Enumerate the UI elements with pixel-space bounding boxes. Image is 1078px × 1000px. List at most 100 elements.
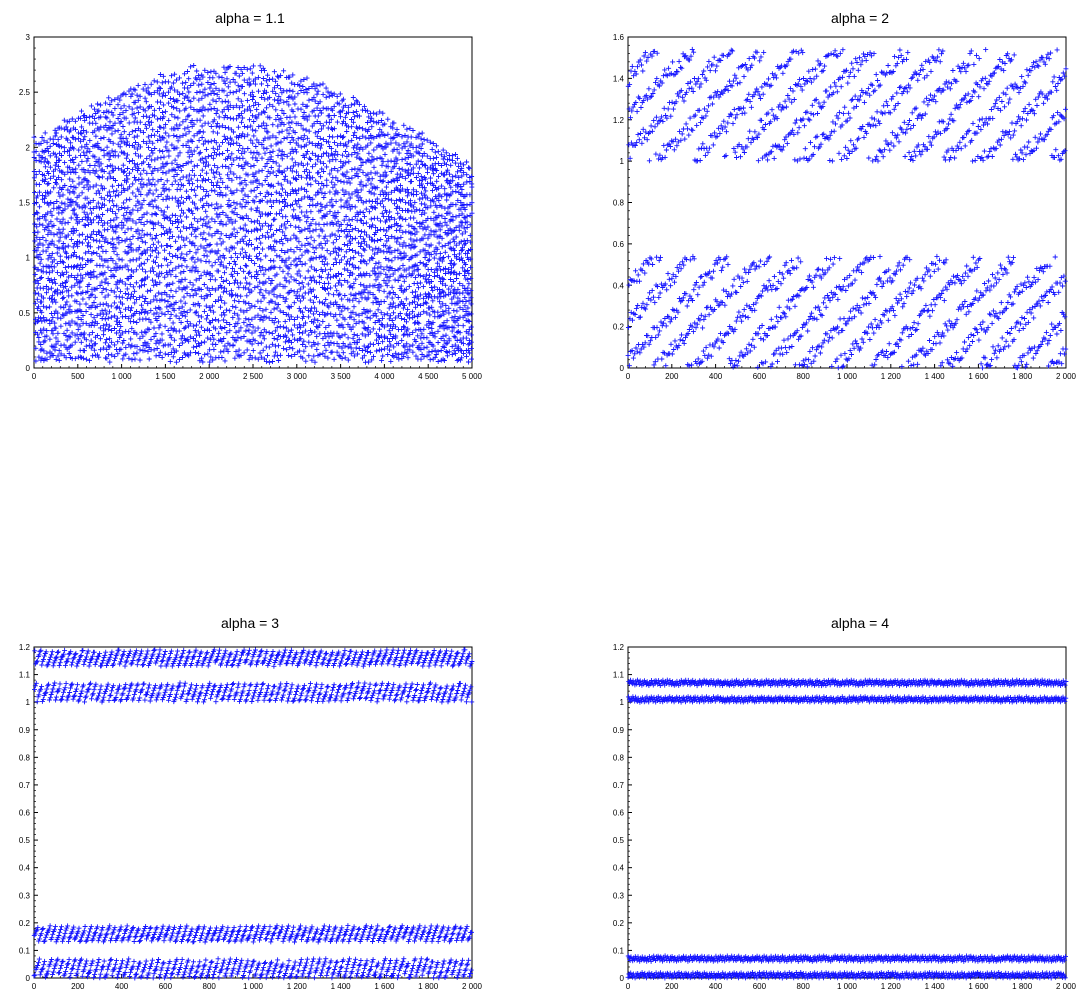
y-tick-label: 0 <box>620 364 625 373</box>
x-tick-label: 1 400 <box>331 982 352 991</box>
x-tick-label: 600 <box>159 982 173 991</box>
x-tick-label: 1 800 <box>1012 982 1033 991</box>
scatter-series-markers <box>625 677 1069 981</box>
x-tick-label: 1 000 <box>112 372 133 381</box>
x-tick-label: 2 000 <box>1056 982 1077 991</box>
y-tick-label: 1.6 <box>613 33 625 42</box>
x-tick-label: 400 <box>709 982 723 991</box>
y-tick-label: 0.2 <box>613 919 625 928</box>
y-tick-label: 0.4 <box>19 864 31 873</box>
x-axis: 0 500 1 000 1 500 2 000 2 500 3 000 3 500 4 000 4… <box>32 364 483 381</box>
y-tick-label: 1 <box>26 698 31 707</box>
x-tick-label: 0 <box>626 982 631 991</box>
x-tick-label: 1 600 <box>968 982 989 991</box>
x-tick-label: 200 <box>71 982 85 991</box>
x-axis: 0 200 400 600 800 1 000 1 200 1 400 1 600 1 800 2 … <box>32 974 483 991</box>
y-tick-label: 1 <box>620 157 625 166</box>
x-tick-label: 0 <box>32 982 37 991</box>
x-tick-label: 3 500 <box>331 372 352 381</box>
chart-panel-alpha-3: alpha = 3 0 200 400 600 800 1 000 1 200 1 400 1 … <box>0 605 540 1000</box>
x-tick-label: 1 400 <box>925 982 946 991</box>
y-axis: 0 0.1 0.2 0.3 0.4 0.5 0.6 0.7 0.8 0.9 1 1.1 1.2 <box>19 643 38 983</box>
y-tick-label: 2.5 <box>19 88 31 97</box>
x-tick-label: 1 200 <box>881 372 902 381</box>
y-tick-label: 0.6 <box>613 240 625 249</box>
scatter-series-markers <box>625 46 1069 371</box>
x-tick-label: 4 500 <box>418 372 439 381</box>
y-tick-label: 1.5 <box>19 199 31 208</box>
x-tick-label: 500 <box>71 372 85 381</box>
scatter-series-markers <box>31 63 475 365</box>
x-tick-label: 0 <box>626 372 631 381</box>
y-axis: 0 0.2 0.4 0.6 0.8 1 1.2 1.4 1.6 <box>613 33 632 373</box>
y-tick-label: 1.1 <box>613 671 625 680</box>
x-tick-label: 1 800 <box>1012 372 1033 381</box>
x-tick-label: 400 <box>709 372 723 381</box>
x-tick-label: 4 000 <box>374 372 395 381</box>
y-tick-label: 0.5 <box>613 836 625 845</box>
x-tick-label: 1 500 <box>155 372 176 381</box>
scatter-plot: 0 500 1 000 1 500 2 000 2 500 3 000 3 500 4 000 4… <box>19 33 483 381</box>
x-tick-label: 200 <box>665 372 679 381</box>
chart-title: alpha = 1.1 <box>215 10 285 26</box>
x-tick-label: 2 000 <box>199 372 220 381</box>
scatter-plot: 0 200 400 600 800 1 000 1 200 1 400 1 600 1 800 2 … <box>613 33 1077 381</box>
y-tick-label: 0.8 <box>613 199 625 208</box>
x-tick-label: 600 <box>753 982 767 991</box>
x-tick-label: 2 000 <box>462 982 483 991</box>
y-tick-label: 0.3 <box>19 891 31 900</box>
x-tick-label: 1 000 <box>837 982 858 991</box>
y-tick-label: 0.4 <box>613 864 625 873</box>
x-tick-label: 1 200 <box>881 982 902 991</box>
y-tick-label: 1.4 <box>613 74 625 83</box>
scatter-plot: 0 200 400 600 800 1 000 1 200 1 400 1 600 1 800 2 … <box>613 643 1077 991</box>
y-tick-label: 0.2 <box>19 919 31 928</box>
y-tick-label: 1 <box>620 698 625 707</box>
x-tick-label: 800 <box>797 372 811 381</box>
y-axis: 0 0.1 0.2 0.3 0.4 0.5 0.6 0.7 0.8 0.9 1 1.1 1.2 <box>613 643 632 983</box>
x-tick-label: 1 600 <box>968 372 989 381</box>
y-tick-label: 0.7 <box>613 781 625 790</box>
x-tick-label: 5 000 <box>462 372 483 381</box>
y-tick-label: 1.1 <box>19 671 31 680</box>
y-tick-label: 0.1 <box>19 946 31 955</box>
chart-panel-alpha-1-1: alpha = 1.1 0 500 1 000 1 500 2 000 2 500 3 0 0… <box>0 0 540 400</box>
x-tick-label: 800 <box>797 982 811 991</box>
x-tick-label: 1 200 <box>287 982 308 991</box>
y-tick-label: 0 <box>26 974 31 983</box>
y-tick-label: 0 <box>620 974 625 983</box>
x-tick-label: 1 000 <box>243 982 264 991</box>
y-tick-label: 1.2 <box>613 116 625 125</box>
x-tick-label: 1 000 <box>837 372 858 381</box>
y-tick-label: 0.4 <box>613 281 625 290</box>
y-tick-label: 0.7 <box>19 781 31 790</box>
y-tick-label: 1 <box>26 254 31 263</box>
y-tick-label: 0.6 <box>19 809 31 818</box>
y-tick-label: 0.6 <box>613 809 625 818</box>
x-tick-label: 1 400 <box>925 372 946 381</box>
x-tick-label: 400 <box>115 982 129 991</box>
x-tick-label: 2 000 <box>1056 372 1077 381</box>
scatter-plot: 0 200 400 600 800 1 000 1 200 1 400 1 600 1 800 2 … <box>19 643 483 991</box>
y-tick-label: 2 <box>26 143 31 152</box>
chart-title: alpha = 2 <box>831 10 889 26</box>
x-tick-label: 200 <box>665 982 679 991</box>
y-tick-label: 0.8 <box>19 753 31 762</box>
chart-panel-alpha-2: alpha = 2 0 200 400 600 800 1 000 1 200 1 400 1 … <box>595 0 1078 400</box>
y-tick-label: 1.2 <box>19 643 31 652</box>
y-tick-label: 0.9 <box>613 726 625 735</box>
y-tick-label: 3 <box>26 33 31 42</box>
chart-title: alpha = 4 <box>831 615 889 631</box>
y-tick-label: 0.5 <box>19 309 31 318</box>
chart-title: alpha = 3 <box>221 615 279 631</box>
x-tick-label: 2 500 <box>243 372 264 381</box>
x-tick-label: 800 <box>203 982 217 991</box>
x-tick-label: 0 <box>32 372 37 381</box>
y-tick-label: 0.2 <box>613 323 625 332</box>
x-tick-label: 1 800 <box>418 982 439 991</box>
y-tick-label: 0 <box>26 364 31 373</box>
x-tick-label: 600 <box>753 372 767 381</box>
y-tick-label: 1.2 <box>613 643 625 652</box>
y-tick-label: 0.1 <box>613 946 625 955</box>
chart-panel-alpha-4: alpha = 4 0 200 400 600 800 1 000 1 200 1 400 1 … <box>595 605 1078 1000</box>
